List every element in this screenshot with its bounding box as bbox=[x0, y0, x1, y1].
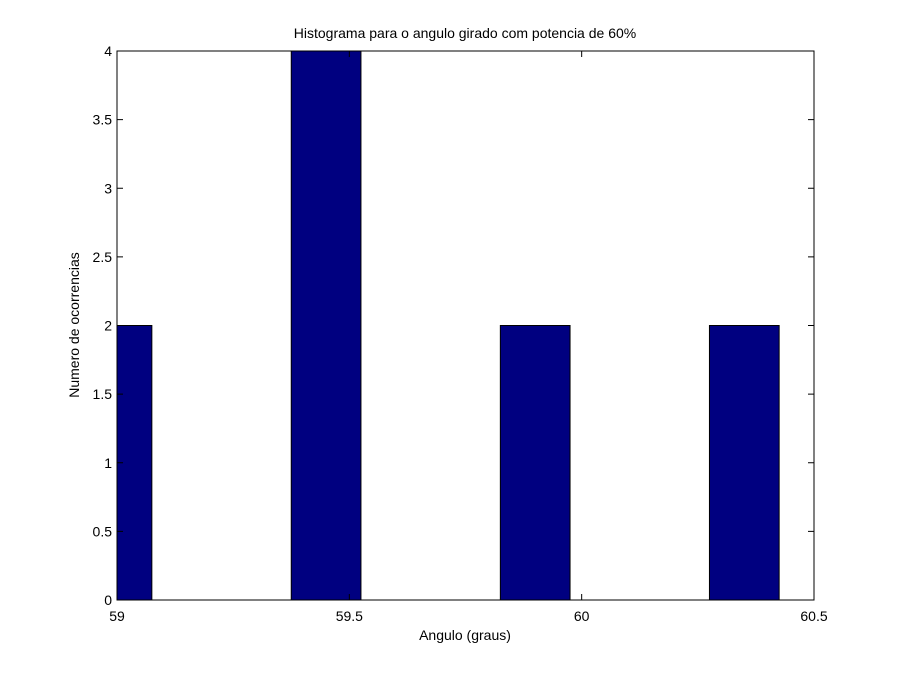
histogram-bar-2 bbox=[290, 50, 362, 601]
x-ticks-group: 59 59.5 60 60.5 bbox=[109, 51, 828, 624]
x-axis-label: Angulo (graus) bbox=[419, 627, 511, 643]
bars-group bbox=[116, 50, 780, 601]
x-tick-label: 59.5 bbox=[336, 608, 363, 624]
histogram-bar-6 bbox=[708, 325, 780, 601]
y-axis-label: Numero de ocorrencias bbox=[66, 252, 82, 398]
y-tick-label: 0 bbox=[104, 592, 112, 608]
y-ticks-group: 0 0.5 1 1.5 2 2.5 3 3.5 4 bbox=[93, 43, 814, 608]
x-tick-label: 60.5 bbox=[800, 608, 827, 624]
y-tick-label: 2 bbox=[104, 318, 112, 334]
x-tick-label: 59 bbox=[109, 608, 125, 624]
y-tick-label: 2.5 bbox=[93, 249, 113, 265]
y-tick-label: 1 bbox=[104, 455, 112, 471]
x-tick-label: 60 bbox=[574, 608, 590, 624]
y-tick-label: 1.5 bbox=[93, 386, 113, 402]
y-tick-label: 4 bbox=[104, 43, 112, 59]
chart-title: Histograma para o angulo girado com pote… bbox=[294, 25, 636, 41]
y-tick-label: 3 bbox=[104, 180, 112, 196]
y-tick-label: 3.5 bbox=[93, 112, 113, 128]
y-tick-label: 0.5 bbox=[93, 523, 113, 539]
histogram-bar-4 bbox=[499, 325, 571, 601]
